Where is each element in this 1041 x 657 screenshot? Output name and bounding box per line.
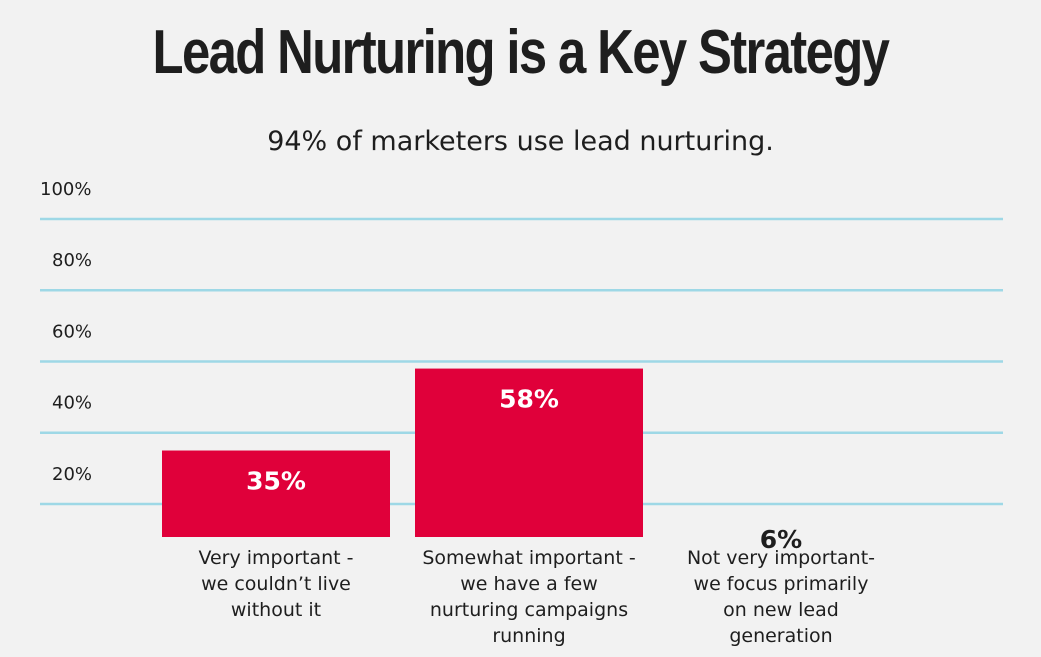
y-tick-label: 20% [52,464,92,485]
bar-data-label: 58% [499,385,559,414]
y-tick-label: 100% [40,179,91,200]
chart-subtitle: 94% of marketers use lead nurturing. [267,126,774,157]
chart-title: Lead Nurturing is a Key Strategy [152,18,890,87]
bar-2 [415,368,643,537]
bar-data-label: 35% [246,467,306,496]
x-category-label: Somewhat important - we have a few nurtu… [422,547,636,647]
y-tick-label: 60% [52,321,92,342]
x-category-label: Not very important- we focus primarily o… [686,547,876,647]
y-tick-label: 40% [52,393,92,414]
bar-1 [162,450,390,537]
y-tick-label: 80% [52,250,92,271]
x-category-label: Very important - we couldn’t live withou… [198,547,354,621]
bar-data-label: 6% [760,525,802,554]
